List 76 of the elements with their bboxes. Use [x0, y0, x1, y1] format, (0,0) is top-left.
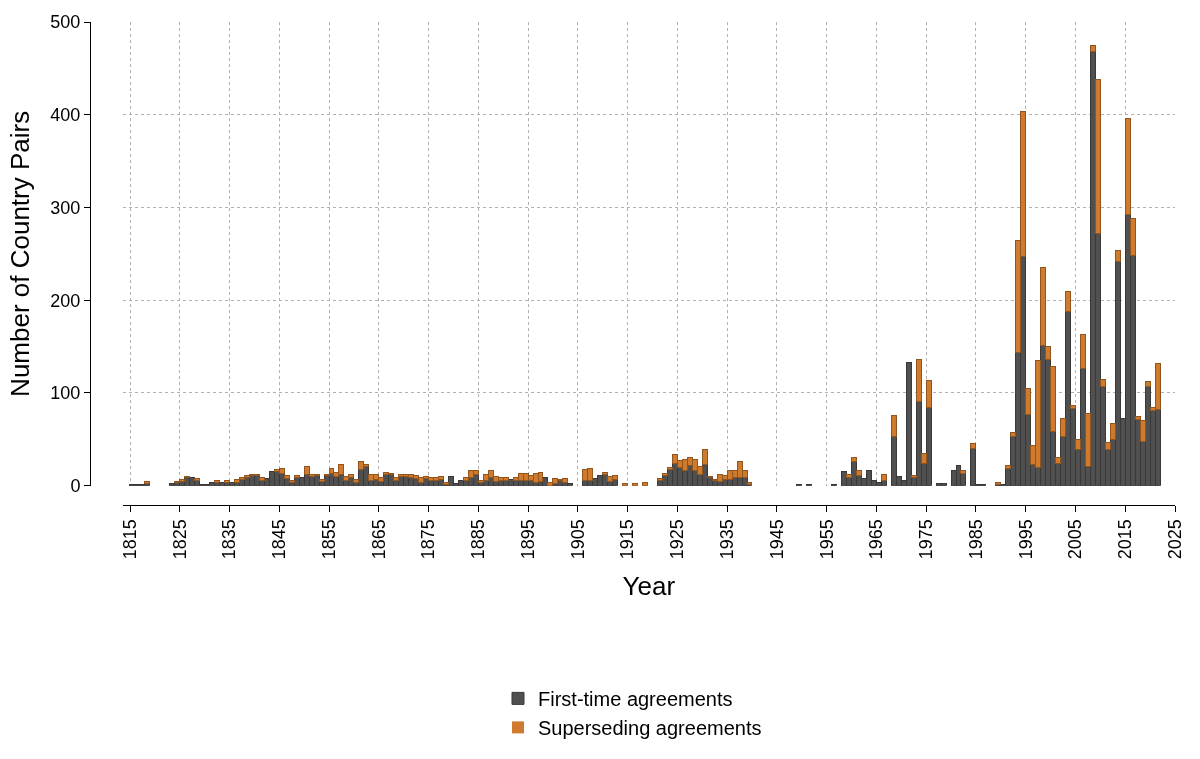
bar — [656, 478, 663, 481]
x-tick-label: 1975 — [916, 519, 937, 560]
bar — [890, 415, 897, 437]
bar — [293, 475, 300, 478]
bar — [850, 457, 857, 462]
bar — [1004, 465, 1011, 469]
bar — [1049, 366, 1056, 432]
bar — [969, 448, 976, 486]
y-tick-label: 400 — [50, 105, 81, 126]
legend-label: First-time agreements — [538, 688, 733, 711]
bar — [1129, 218, 1136, 256]
bar — [959, 470, 966, 474]
bar — [1144, 381, 1151, 387]
bar — [631, 483, 638, 486]
bar — [925, 380, 932, 408]
bar — [1084, 413, 1091, 467]
x-tick-label: 1915 — [617, 519, 638, 560]
bar — [880, 474, 887, 481]
x-tick-label: 2005 — [1065, 519, 1086, 560]
x-tick-label: 2025 — [1164, 519, 1185, 560]
x-tick-label: 2015 — [1115, 519, 1136, 560]
bar — [910, 475, 917, 478]
legend-label: Superseding agreements — [538, 717, 762, 740]
bar — [1124, 118, 1131, 215]
bar — [1064, 291, 1071, 312]
x-tick-label: 1865 — [368, 519, 389, 560]
bar — [193, 478, 200, 481]
bar — [1099, 379, 1106, 387]
x-tick-label: 1885 — [468, 519, 489, 560]
bar — [447, 476, 454, 486]
bar — [318, 479, 325, 482]
x-tick-label: 1815 — [119, 519, 140, 560]
bar — [1024, 388, 1031, 415]
bar — [641, 482, 648, 486]
bar — [969, 443, 976, 449]
x-tick-label: 1855 — [318, 519, 339, 560]
y-tick-label: 500 — [50, 12, 81, 33]
x-tick-label: 1945 — [766, 519, 787, 560]
bar — [666, 467, 673, 470]
y-tick-label: 0 — [70, 475, 81, 496]
x-tick-label: 1845 — [269, 519, 290, 560]
x-tick-label: 1955 — [816, 519, 837, 560]
bar — [1069, 405, 1076, 409]
x-tick-label: 1905 — [567, 519, 588, 560]
bar — [661, 473, 668, 476]
x-tick-label: 1965 — [866, 519, 887, 560]
y-tick-label: 300 — [50, 197, 81, 218]
bar — [1074, 439, 1081, 450]
x-tick-label: 1825 — [169, 519, 190, 560]
y-axis-title: Number of Country Pairs — [4, 110, 35, 397]
bar — [920, 453, 927, 464]
x-tick-label: 1995 — [1015, 519, 1036, 560]
x-tick-label: 1935 — [717, 519, 737, 560]
bar — [1009, 432, 1016, 437]
bar — [671, 454, 678, 464]
x-tick-label: 1895 — [517, 519, 538, 560]
bar — [845, 474, 852, 478]
x-axis-title: Year — [622, 570, 676, 601]
bar — [621, 483, 628, 486]
bar — [392, 477, 399, 481]
y-tick-label: 200 — [50, 290, 81, 311]
x-tick-label: 1835 — [219, 519, 240, 560]
bar — [1114, 250, 1121, 262]
bar — [1059, 418, 1066, 437]
bar — [1089, 45, 1096, 52]
x-tick-label: 1985 — [965, 519, 986, 560]
bar — [1094, 79, 1101, 234]
bar — [915, 359, 922, 402]
bar — [1104, 442, 1111, 450]
x-tick-label: 1875 — [418, 519, 439, 560]
bar — [1109, 423, 1116, 440]
x-tick-label: 1925 — [667, 519, 688, 560]
bar — [1079, 334, 1086, 369]
bar — [1054, 457, 1061, 464]
y-tick-label: 100 — [50, 383, 81, 404]
bar — [855, 470, 862, 476]
